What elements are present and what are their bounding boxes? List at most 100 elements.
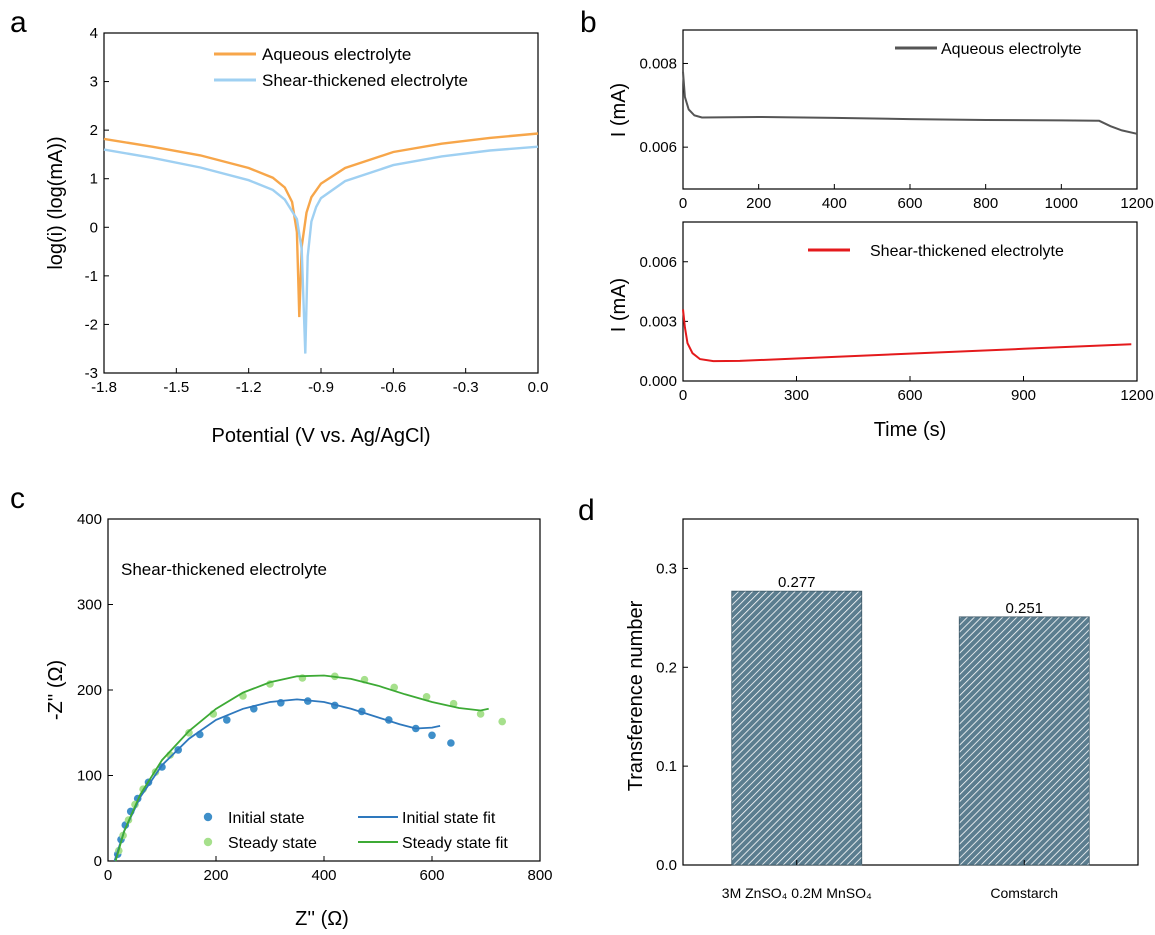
x-tick-label: 0 xyxy=(679,195,687,212)
axis-ticks-c: 0 200 400 600 800 0 100 200 300 400 xyxy=(77,511,553,884)
y-tick-label: 0.3 xyxy=(656,560,677,577)
series-group-c xyxy=(113,672,507,862)
category-label: 3M ZnSO₄ 0.2M MnSO₄ xyxy=(722,885,872,901)
bar-group-d: 0.277 3M ZnSO₄ 0.2M MnSO₄ 0.251 Comstarch xyxy=(722,574,1090,901)
series-line-a-1 xyxy=(103,145,539,354)
y-axis-title-b-top: I (mA) xyxy=(608,83,630,137)
legend-label-initial: Initial state xyxy=(228,810,305,827)
series-line-a-0 xyxy=(103,132,539,318)
category-label: Comstarch xyxy=(990,885,1058,901)
y-tick-label: 2 xyxy=(90,122,98,139)
x-tick-label: 800 xyxy=(973,195,998,212)
chart-b-top: 0 200 400 600 800 1000 1200 0.006 0.008 Aqueous … xyxy=(608,29,1154,212)
annotation-c: Shear-thickened electrolyte xyxy=(121,560,327,579)
y-tick-label: 0.006 xyxy=(639,254,677,271)
y-tick-label: 0.2 xyxy=(656,659,677,676)
bar-value-label: 0.277 xyxy=(778,574,816,591)
legend-b-bottom: Shear-thickened electrolyte xyxy=(808,243,1064,260)
legend-label-steady-fit: Steady state fit xyxy=(402,835,508,852)
y-axis-title-a: log(i) (log(mA)) xyxy=(45,136,67,269)
legend-marker-initial xyxy=(203,812,213,822)
x-tick-label: 600 xyxy=(897,387,922,404)
y-tick-label: 1 xyxy=(90,171,98,188)
x-tick-label: -1.2 xyxy=(236,379,262,396)
axis-ticks-b-top: 0 200 400 600 800 1000 1200 0.006 0.008 xyxy=(639,55,1153,212)
x-tick-label: 200 xyxy=(203,867,228,884)
x-tick-label: 0.0 xyxy=(528,379,549,396)
x-tick-label: 400 xyxy=(822,195,847,212)
legend-b-top: Aqueous electrolyte xyxy=(895,41,1082,58)
bar-value-label: 0.251 xyxy=(1005,600,1043,617)
data-point-initial xyxy=(428,731,436,740)
panel-label-d: d xyxy=(578,494,595,527)
data-point-steady xyxy=(185,729,193,737)
data-point-steady xyxy=(422,693,431,701)
axis-ticks-a: -1.8 -1.5 -1.2 -0.9 -0.6 -0.3 0.0 -3 -2 -1 0 1 2 3 4 xyxy=(85,25,549,396)
y-tick-label: 3 xyxy=(90,74,98,91)
x-axis-title-b: Time (s) xyxy=(874,419,947,441)
x-tick-label: -0.6 xyxy=(380,379,406,396)
y-tick-label: 0 xyxy=(90,219,98,236)
y-tick-label: 4 xyxy=(90,25,98,42)
x-tick-label: -0.3 xyxy=(453,379,479,396)
x-tick-label: 600 xyxy=(419,867,444,884)
series-group-b-top xyxy=(682,71,1138,135)
y-axis-title-b-bottom: I (mA) xyxy=(608,278,630,332)
x-tick-label: 900 xyxy=(1011,387,1036,404)
x-tick-label: 0 xyxy=(104,867,112,884)
axis-ticks-b-bottom: 0 300 600 900 1200 0.000 0.003 0.006 xyxy=(639,254,1153,404)
series-group-b-bottom xyxy=(682,309,1132,363)
x-tick-label: 1200 xyxy=(1120,195,1153,212)
x-tick-label: 300 xyxy=(784,387,809,404)
y-tick-label: -2 xyxy=(85,316,98,333)
x-tick-label: 200 xyxy=(746,195,771,212)
bar-1 xyxy=(958,616,1090,866)
y-tick-label: 100 xyxy=(77,768,102,785)
data-point-initial xyxy=(223,716,231,724)
chart-b-bottom: 0 300 600 900 1200 0.000 0.003 0.006 Shear-thic… xyxy=(608,221,1154,441)
y-tick-label: -3 xyxy=(85,365,98,382)
data-point-initial xyxy=(447,739,455,747)
y-axis-title-d: Transference number xyxy=(625,600,647,791)
x-tick-label: 600 xyxy=(897,195,922,212)
series-line-b-bottom xyxy=(682,309,1132,363)
x-tick-label: -1.8 xyxy=(91,379,117,396)
data-point-steady xyxy=(476,710,485,718)
x-tick-label: 0 xyxy=(679,387,687,404)
y-axis-title-c: -Z'' (Ω) xyxy=(45,660,67,720)
series-group-a xyxy=(103,132,539,354)
chart-c: 0 200 400 600 800 0 100 200 300 400 Shear-thicken… xyxy=(45,511,553,930)
legend-label-aqueous-b: Aqueous electrolyte xyxy=(941,41,1082,58)
x-axis-title-a: Potential (V vs. Ag/AgCl) xyxy=(212,425,431,447)
y-tick-label: 400 xyxy=(77,511,102,528)
data-point-steady xyxy=(390,683,399,692)
legend-label-shear-a: Shear-thickened electrolyte xyxy=(262,71,468,90)
legend-a: Aqueous electrolyte Shear-thickened elec… xyxy=(214,45,468,90)
x-tick-label: 1000 xyxy=(1045,195,1078,212)
y-tick-label: 0.003 xyxy=(639,313,677,330)
panel-label-b: b xyxy=(580,6,597,39)
y-tick-label: 300 xyxy=(77,597,102,614)
x-tick-label: -0.9 xyxy=(308,379,334,396)
x-tick-label: 400 xyxy=(311,867,336,884)
legend-label-initial-fit: Initial state fit xyxy=(402,810,496,827)
series-line-b-top xyxy=(682,71,1138,135)
y-tick-label: 200 xyxy=(77,682,102,699)
y-tick-label: 0 xyxy=(94,853,102,870)
x-tick-label: -1.5 xyxy=(163,379,189,396)
data-point-steady xyxy=(498,717,507,726)
y-tick-label: 0.000 xyxy=(639,373,677,390)
fit-line-initial xyxy=(113,698,441,862)
bar-0 xyxy=(731,590,863,866)
axis-ticks-d: 0.0 0.1 0.2 0.3 xyxy=(656,560,688,874)
legend-label-aqueous-a: Aqueous electrolyte xyxy=(262,45,411,64)
panel-label-a: a xyxy=(10,6,27,39)
y-tick-label: 0.1 xyxy=(656,758,677,775)
x-tick-label: 1200 xyxy=(1120,387,1153,404)
legend-label-shear-b: Shear-thickened electrolyte xyxy=(870,243,1064,260)
y-tick-label: 0.006 xyxy=(639,139,677,156)
panel-label-c: c xyxy=(10,482,25,515)
y-tick-label: 0.0 xyxy=(656,857,677,874)
legend-c: Initial state Steady state Initial state… xyxy=(203,810,508,852)
